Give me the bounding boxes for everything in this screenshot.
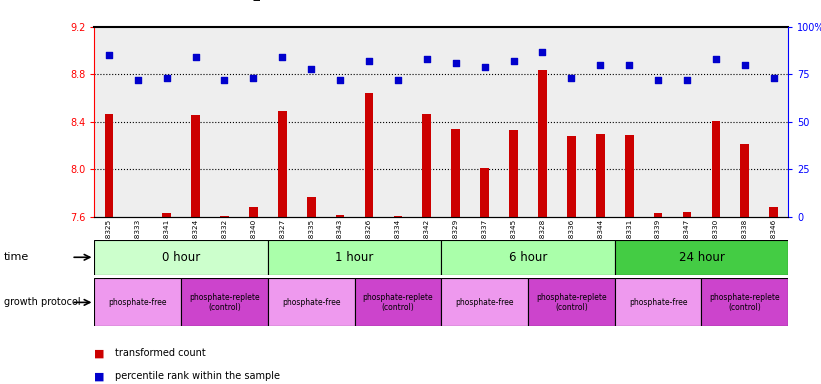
Bar <box>268 240 442 275</box>
Bar <box>741 144 749 217</box>
Text: growth protocol: growth protocol <box>4 297 80 308</box>
Point <box>478 64 491 70</box>
Bar <box>268 278 355 326</box>
Point <box>507 58 521 64</box>
Point <box>189 54 202 60</box>
Bar <box>615 240 788 275</box>
Bar <box>682 212 691 217</box>
Point <box>247 75 260 81</box>
Text: phosphate-free: phosphate-free <box>282 298 341 307</box>
Bar <box>712 121 720 217</box>
Point <box>738 62 751 68</box>
Bar <box>654 214 663 217</box>
Bar <box>442 240 615 275</box>
Point <box>218 77 231 83</box>
Bar <box>480 168 489 217</box>
Bar <box>528 278 615 326</box>
Text: phosphate-replete
(control): phosphate-replete (control) <box>536 293 607 312</box>
Text: percentile rank within the sample: percentile rank within the sample <box>115 371 280 381</box>
Text: phosphate-free: phosphate-free <box>108 298 167 307</box>
Bar <box>442 278 528 326</box>
Text: 1 hour: 1 hour <box>336 251 374 264</box>
Bar <box>509 130 518 217</box>
Point <box>709 56 722 62</box>
Point <box>449 60 462 66</box>
Text: phosphate-free: phosphate-free <box>629 298 687 307</box>
Text: phosphate-replete
(control): phosphate-replete (control) <box>709 293 780 312</box>
Point <box>767 75 780 81</box>
Point <box>420 56 433 62</box>
Point <box>276 54 289 60</box>
Bar <box>625 135 634 217</box>
Bar <box>365 93 374 217</box>
Bar <box>393 216 402 217</box>
Bar <box>336 215 345 217</box>
Point <box>622 62 635 68</box>
Bar <box>596 134 604 217</box>
Text: transformed count: transformed count <box>115 348 206 358</box>
Bar <box>191 115 200 217</box>
Point <box>681 77 694 83</box>
Point <box>160 75 173 81</box>
Bar <box>220 216 229 217</box>
Point <box>362 58 375 64</box>
Text: ■: ■ <box>94 348 105 358</box>
Point <box>565 75 578 81</box>
Bar <box>452 129 460 217</box>
Bar <box>307 197 315 217</box>
Text: ■: ■ <box>94 371 105 381</box>
Point <box>536 48 549 55</box>
Text: 6 hour: 6 hour <box>509 251 547 264</box>
Point <box>103 52 116 58</box>
Point <box>392 77 405 83</box>
Bar <box>423 114 431 217</box>
Bar <box>94 240 268 275</box>
Point <box>594 62 607 68</box>
Text: phosphate-replete
(control): phosphate-replete (control) <box>363 293 433 312</box>
Bar <box>104 114 113 217</box>
Text: time: time <box>4 252 30 262</box>
Text: phosphate-free: phosphate-free <box>456 298 514 307</box>
Point <box>305 66 318 72</box>
Bar <box>278 111 287 217</box>
Bar <box>181 278 268 326</box>
Bar <box>355 278 442 326</box>
Bar <box>249 207 258 217</box>
Bar <box>567 136 576 217</box>
Bar <box>615 278 701 326</box>
Text: 24 hour: 24 hour <box>678 251 724 264</box>
Bar <box>94 278 181 326</box>
Text: 0 hour: 0 hour <box>162 251 200 264</box>
Bar <box>538 70 547 217</box>
Point <box>333 77 346 83</box>
Bar <box>701 278 788 326</box>
Point <box>131 77 144 83</box>
Point <box>652 77 665 83</box>
Text: phosphate-replete
(control): phosphate-replete (control) <box>189 293 259 312</box>
Bar <box>163 214 171 217</box>
Bar <box>769 207 778 217</box>
